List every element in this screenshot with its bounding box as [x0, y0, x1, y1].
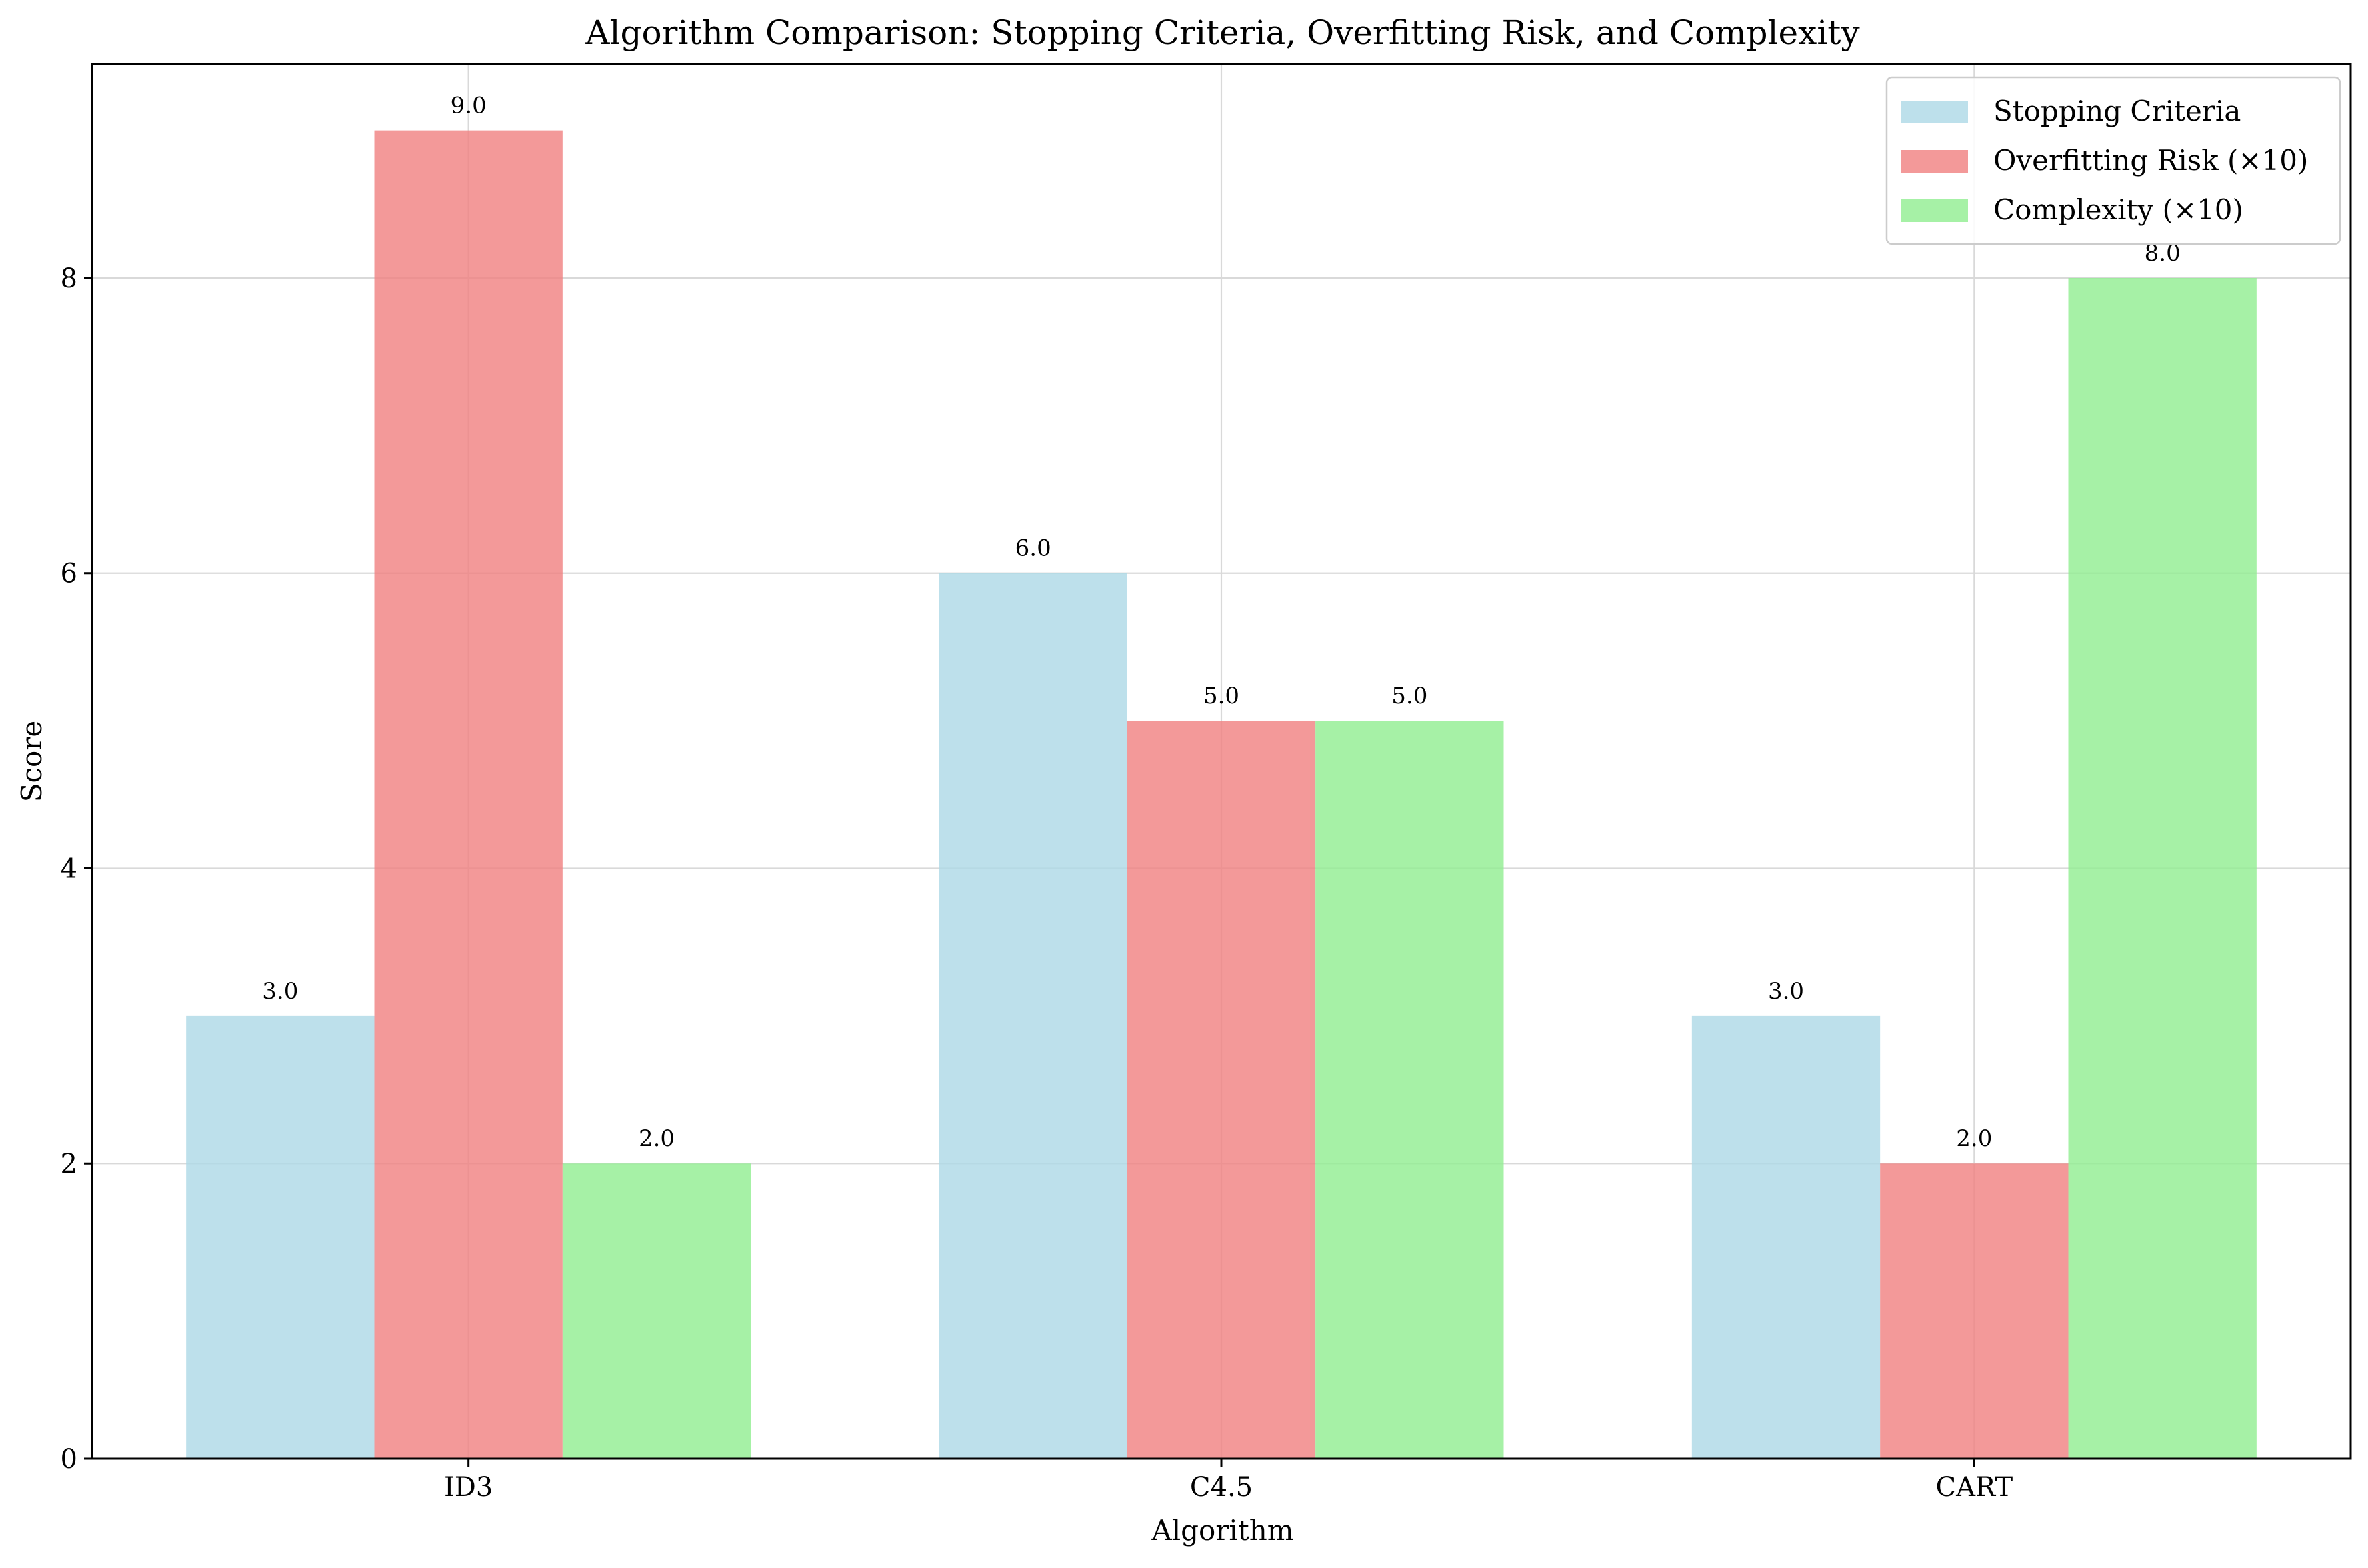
legend-label: Overfitting Risk (×10)	[1993, 144, 2308, 177]
chart-title: Algorithm Comparison: Stopping Criteria,…	[585, 13, 1860, 52]
bar	[562, 1163, 751, 1459]
legend-frame	[1885, 76, 2341, 245]
x-axis-label: Algorithm	[1151, 1514, 1293, 1547]
y-tick-label: 8	[61, 263, 77, 294]
bar	[1691, 1015, 1881, 1459]
bar-value-label: 2.0	[1956, 1125, 1992, 1152]
bars	[186, 130, 2257, 1459]
legend-swatch	[1901, 101, 1968, 123]
bar-value-label: 6.0	[1015, 535, 1051, 562]
bar-value-label: 3.0	[262, 978, 298, 1005]
bar-value-label: 3.0	[1768, 978, 1804, 1005]
bar	[939, 573, 1127, 1459]
bar	[186, 1015, 375, 1459]
legend-swatch	[1901, 150, 1968, 173]
bar-value-label: 5.0	[1391, 683, 1427, 709]
x-tick-label: CART	[1936, 1472, 2013, 1503]
bar	[1315, 721, 1504, 1459]
legend: Stopping Criteria Overfitting Risk (×10) C…	[1885, 76, 2341, 245]
legend-label: Stopping Criteria	[1993, 95, 2241, 127]
legend-swatch	[1901, 199, 1968, 222]
x-tick-label: C4.5	[1190, 1472, 1253, 1503]
y-tick-label: 2	[61, 1149, 77, 1179]
bar-value-label: 2.0	[639, 1125, 675, 1152]
legend-label: Complexity (×10)	[1993, 193, 2243, 226]
bar-value-label: 9.0	[451, 93, 487, 119]
bar	[1127, 721, 1316, 1459]
y-tick-label: 6	[61, 559, 77, 589]
bar	[374, 130, 563, 1459]
axis-ticks: 0 2 4 6 8 ID3 C4.5 CART	[61, 263, 2013, 1503]
bar-value-label: 5.0	[1203, 683, 1239, 709]
bar	[1880, 1163, 2069, 1459]
y-axis-label: Score	[15, 721, 48, 803]
bar	[2068, 277, 2257, 1459]
y-tick-label: 0	[61, 1444, 77, 1475]
y-tick-label: 4	[61, 853, 77, 884]
x-tick-label: ID3	[444, 1472, 493, 1503]
